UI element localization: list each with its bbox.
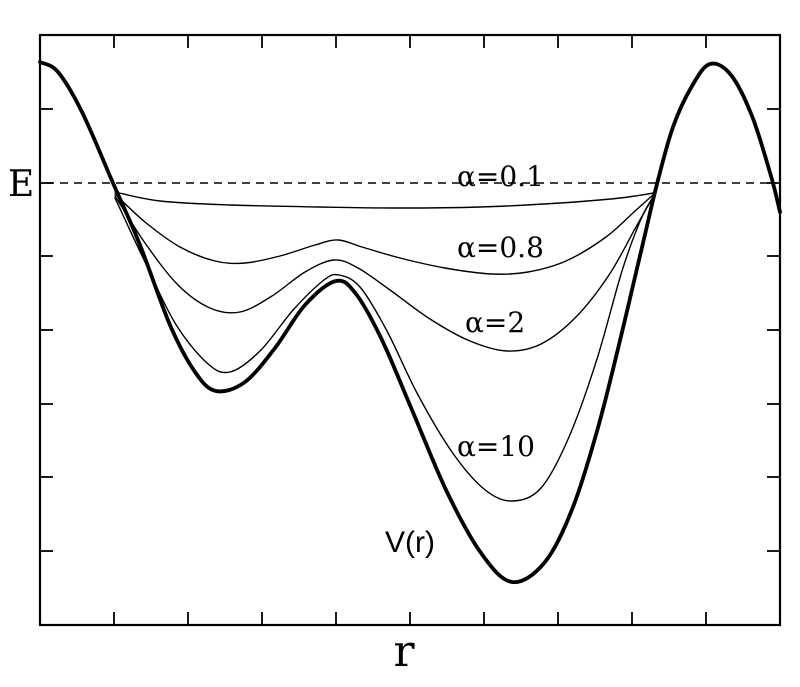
curves-group [38, 60, 782, 584]
label-alpha-2: α=2 [465, 306, 525, 339]
curve-alpha-2 [114, 194, 655, 352]
label-alpha-0-1: α=0.1 [457, 160, 544, 193]
x-axis-label: r [393, 626, 415, 677]
label-alpha-0-8: α=0.8 [457, 231, 544, 264]
curve-alpha-10 [114, 195, 655, 502]
label-alpha-10: α=10 [457, 430, 535, 463]
energy-level-label: E [8, 164, 34, 205]
curve-alpha-0-1 [114, 191, 655, 209]
label-v-of-r: V(r) [385, 526, 435, 559]
curve-v-of-r [38, 60, 782, 584]
curve-alpha-0-8 [114, 193, 655, 275]
curve-labels-group: α=0.1 α=0.8 α=2 α=10 V(r) [385, 160, 544, 559]
